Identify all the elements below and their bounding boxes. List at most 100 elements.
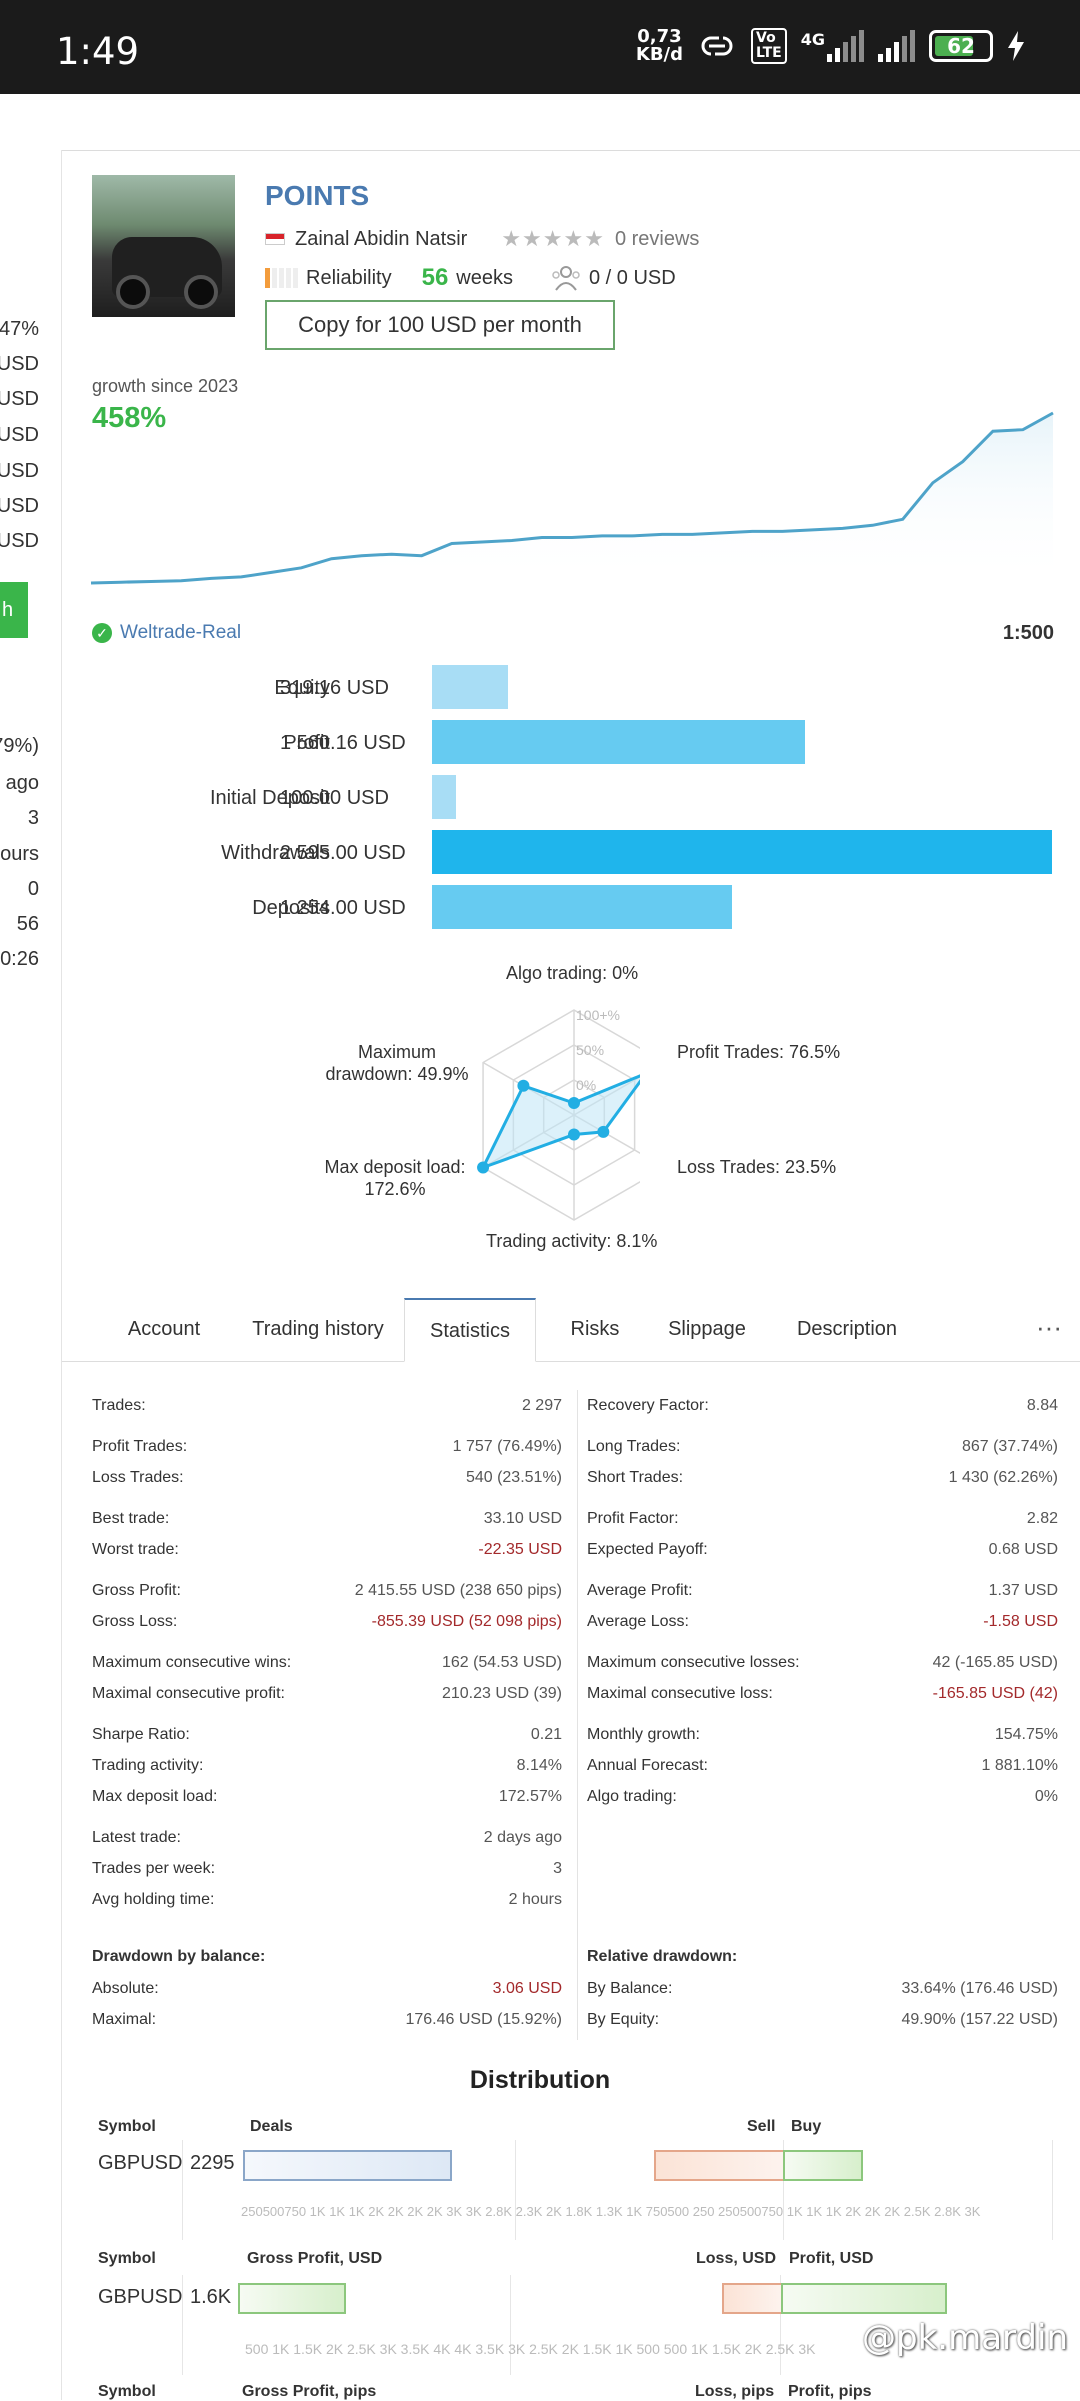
stat-row: Gross Loss: -855.39 USD (52 098 pips) <box>92 1613 562 1633</box>
stat-value: 154.75% <box>994 1726 1058 1743</box>
radar-label-deposit-load-1: Max deposit load: <box>324 1157 466 1177</box>
gp-symbol-header: Symbol <box>98 2250 156 2267</box>
account-row-value: 319.16 USD <box>280 677 389 699</box>
account-row-label: Initial Deposit <box>209 787 330 809</box>
stat-value: 0% <box>1034 1788 1058 1805</box>
stat-row: Trades: 2 297 <box>92 1397 562 1417</box>
drawdown-label: By Balance: <box>587 1980 673 1997</box>
stat-value: 2.82 <box>1026 1510 1058 1527</box>
left-edge-text: USD <box>0 460 39 482</box>
account-row: Deposits 1 254.00 USD <box>92 885 1052 929</box>
profit-bar[interactable] <box>781 2283 947 2314</box>
drawdown-label: Maximal: <box>92 2011 157 2028</box>
volte-bottom: LTE <box>756 45 782 61</box>
stat-row: Annual Forecast: 1 881.10% <box>587 1757 1058 1777</box>
stat-value: 867 (37.74%) <box>961 1438 1058 1455</box>
tab-account[interactable]: Account <box>127 1318 201 1340</box>
stat-row: Expected Payoff: 0.68 USD <box>587 1541 1058 1561</box>
pips-symbol-header: Symbol <box>98 2383 156 2400</box>
tab-slippage[interactable]: Slippage <box>668 1318 746 1340</box>
deals-bar[interactable] <box>243 2150 452 2181</box>
reviews-count[interactable]: 0 reviews <box>614 227 700 250</box>
stat-row: Maximum consecutive wins: 162 (54.53 USD) <box>92 1654 562 1674</box>
loss-bar[interactable] <box>722 2283 782 2314</box>
stat-row: Average Profit: 1.37 USD <box>587 1582 1058 1602</box>
relative-drawdown-title: Relative drawdown: <box>587 1948 738 1965</box>
drawdown-label: Absolute: <box>92 1980 159 1997</box>
buy-bar[interactable] <box>783 2150 863 2181</box>
left-edge-text: 0 <box>27 878 39 900</box>
signal-avatar[interactable] <box>92 175 235 317</box>
stat-row: Avg holding time: 2 hours <box>92 1891 562 1911</box>
left-green-button[interactable]: h <box>0 582 28 638</box>
tab-statistics[interactable]: Statistics <box>404 1298 536 1362</box>
radar-point[interactable] <box>477 1161 490 1174</box>
radar-label-deposit-load: Max deposit load: 172.6% <box>320 1156 470 1200</box>
radar-point[interactable] <box>568 1097 580 1109</box>
growth-chart[interactable] <box>90 405 1056 585</box>
left-edge-text: ago <box>5 772 39 794</box>
stat-value: 1.37 USD <box>988 1582 1058 1599</box>
left-edge-text: 56 <box>16 913 39 935</box>
stat-value: 2 297 <box>521 1397 562 1414</box>
sell-bar[interactable] <box>654 2150 784 2181</box>
tab-trading-history[interactable]: Trading history <box>252 1318 384 1340</box>
stat-value: 1 430 (62.26%) <box>948 1469 1058 1486</box>
account-row-bar[interactable] <box>432 885 732 929</box>
stat-label: Monthly growth: <box>587 1726 700 1743</box>
copy-button[interactable]: Copy for 100 USD per month <box>265 300 615 350</box>
stat-value: 172.57% <box>498 1788 562 1805</box>
signal-title[interactable]: POINTS <box>265 180 370 211</box>
battery-level: 62 <box>947 34 975 58</box>
radar-point[interactable] <box>597 1125 610 1138</box>
stat-row: Maximal consecutive profit: 210.23 USD (3… <box>92 1685 562 1705</box>
author-name[interactable]: Zainal Abidin Natsir <box>295 227 468 250</box>
account-row-label: Withdrawals <box>221 842 330 864</box>
stat-row: Maximal consecutive loss: -165.85 USD (42… <box>587 1685 1058 1705</box>
stat-row: Recovery Factor: 8.84 <box>587 1397 1058 1417</box>
stat-label: Recovery Factor: <box>587 1397 709 1414</box>
drawdown-value: 176.46 USD (15.92%) <box>405 2011 562 2028</box>
deals-symbol-header: Symbol <box>98 2118 156 2135</box>
stat-value: -855.39 USD (52 098 pips) <box>371 1613 562 1630</box>
account-row-bar[interactable] <box>432 830 1052 874</box>
broker-row[interactable]: ✓ Weltrade-Real <box>92 622 241 644</box>
account-row-bar[interactable] <box>432 775 456 819</box>
tab-bar: Account Trading history Statistics Risks… <box>62 1298 1080 1362</box>
header-divider <box>0 150 1080 151</box>
stat-label: Short Trades: <box>587 1469 684 1486</box>
tab-description[interactable]: Description <box>796 1318 898 1340</box>
signal-4g: 4G <box>801 30 864 62</box>
stat-label: Maximum consecutive losses: <box>587 1654 800 1671</box>
radar-point[interactable] <box>517 1079 530 1092</box>
stat-label: Profit Factor: <box>587 1510 679 1527</box>
speed-value: 0,73 <box>637 26 682 47</box>
growth-value: 458% <box>92 402 167 434</box>
stat-label: Average Loss: <box>587 1613 689 1630</box>
stat-row: Algo trading: 0% <box>587 1788 1058 1808</box>
broker-name[interactable]: Weltrade-Real <box>120 622 242 643</box>
stat-label: Latest trade: <box>92 1829 181 1846</box>
radar-point[interactable] <box>568 1128 580 1141</box>
stat-value: 2 hours <box>508 1891 562 1908</box>
account-row-bar[interactable] <box>432 720 805 764</box>
stat-value: -165.85 USD (42) <box>932 1685 1058 1702</box>
gross-profit-bar[interactable] <box>238 2283 346 2314</box>
left-edge-text: USD <box>0 353 39 375</box>
drawdown-value: 49.90% (157.22 USD) <box>901 2011 1058 2028</box>
gp-symbol[interactable]: GBPUSD <box>98 2286 183 2308</box>
more-tabs-icon[interactable]: ··· <box>1036 1312 1062 1342</box>
radar-ring-label: 0% <box>576 1077 596 1093</box>
stat-row: Profit Factor: 2.82 <box>587 1510 1058 1530</box>
account-row-label: Equity <box>274 677 330 699</box>
stat-value: 0.21 <box>530 1726 562 1743</box>
stat-label: Maximal consecutive profit: <box>92 1685 285 1702</box>
stat-value: 210.23 USD (39) <box>441 1685 562 1702</box>
stat-label: Maximal consecutive loss: <box>587 1685 773 1702</box>
account-row: Profit 1 560.16 USD <box>92 720 1052 764</box>
radar-label-drawdown-1: Maximum <box>357 1042 436 1062</box>
account-row-value: 1 254.00 USD <box>280 897 406 919</box>
account-row-bar[interactable] <box>432 665 509 709</box>
deals-symbol[interactable]: GBPUSD <box>98 2152 183 2174</box>
tab-risks[interactable]: Risks <box>570 1318 620 1340</box>
